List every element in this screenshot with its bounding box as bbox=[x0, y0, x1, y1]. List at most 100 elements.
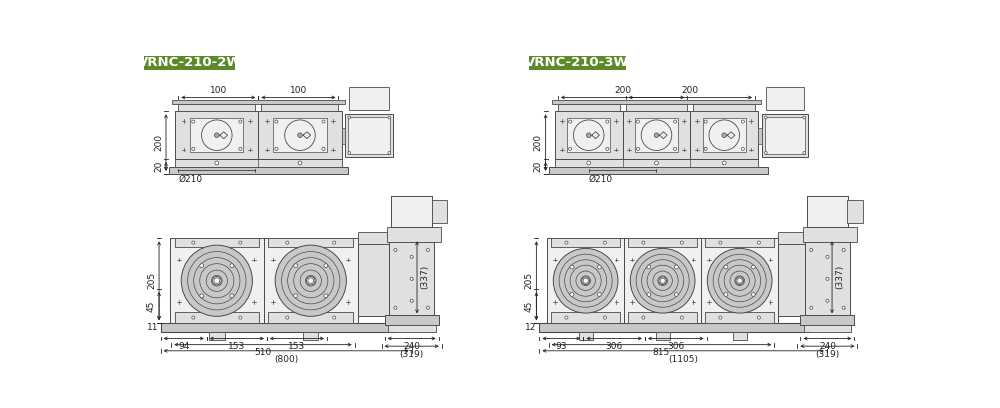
Bar bbox=[766, 86, 804, 110]
Bar bbox=[626, 104, 687, 111]
Text: 815: 815 bbox=[653, 348, 670, 357]
Circle shape bbox=[333, 241, 336, 244]
Circle shape bbox=[275, 147, 278, 151]
Bar bbox=[551, 238, 620, 247]
Circle shape bbox=[192, 147, 195, 151]
Text: 240: 240 bbox=[819, 342, 836, 351]
Bar bbox=[264, 238, 358, 323]
Bar bbox=[800, 315, 854, 325]
Circle shape bbox=[741, 120, 744, 123]
Text: 20: 20 bbox=[154, 161, 163, 172]
Circle shape bbox=[826, 255, 829, 258]
Bar bbox=[169, 167, 348, 174]
Circle shape bbox=[606, 147, 609, 151]
FancyBboxPatch shape bbox=[144, 56, 235, 70]
Circle shape bbox=[709, 120, 740, 151]
Circle shape bbox=[680, 241, 683, 244]
Circle shape bbox=[286, 241, 289, 244]
Circle shape bbox=[294, 294, 298, 298]
Circle shape bbox=[583, 278, 588, 283]
Bar bbox=[567, 118, 610, 152]
Circle shape bbox=[826, 277, 829, 280]
Text: 93: 93 bbox=[556, 342, 567, 351]
Bar bbox=[693, 104, 755, 111]
Circle shape bbox=[764, 116, 767, 119]
Text: (319): (319) bbox=[400, 350, 424, 359]
Circle shape bbox=[751, 265, 755, 269]
Circle shape bbox=[388, 116, 391, 119]
Circle shape bbox=[803, 151, 806, 154]
Circle shape bbox=[394, 306, 397, 309]
Circle shape bbox=[757, 316, 760, 319]
Bar bbox=[765, 117, 805, 154]
Bar bbox=[175, 111, 258, 159]
Bar bbox=[628, 238, 697, 247]
Bar bbox=[807, 196, 848, 227]
Circle shape bbox=[333, 316, 336, 319]
Bar bbox=[555, 159, 758, 167]
Circle shape bbox=[722, 133, 727, 137]
Bar bbox=[348, 117, 390, 154]
Circle shape bbox=[826, 299, 829, 302]
Bar bbox=[549, 167, 768, 174]
Circle shape bbox=[597, 265, 601, 269]
Circle shape bbox=[324, 294, 328, 298]
Circle shape bbox=[707, 248, 772, 313]
Text: Ø210: Ø210 bbox=[178, 175, 202, 184]
Circle shape bbox=[737, 278, 742, 283]
Circle shape bbox=[215, 161, 219, 165]
Text: 200: 200 bbox=[614, 86, 631, 95]
Circle shape bbox=[647, 293, 651, 296]
Circle shape bbox=[322, 120, 325, 123]
Circle shape bbox=[294, 264, 298, 268]
Text: (1105): (1105) bbox=[668, 355, 698, 364]
Bar bbox=[385, 315, 439, 325]
Text: 200: 200 bbox=[682, 86, 699, 95]
Circle shape bbox=[192, 241, 195, 244]
Circle shape bbox=[741, 147, 744, 151]
Bar bbox=[701, 238, 778, 323]
Circle shape bbox=[410, 255, 413, 258]
Circle shape bbox=[636, 120, 639, 123]
Bar bbox=[703, 118, 746, 152]
Text: 205: 205 bbox=[524, 272, 533, 289]
Circle shape bbox=[674, 293, 678, 296]
Bar bbox=[778, 232, 809, 244]
Circle shape bbox=[286, 316, 289, 319]
Circle shape bbox=[230, 294, 234, 298]
Circle shape bbox=[388, 151, 391, 154]
Bar bbox=[349, 86, 389, 110]
Circle shape bbox=[298, 133, 302, 137]
Circle shape bbox=[200, 264, 204, 268]
Bar bbox=[628, 312, 697, 323]
Bar bbox=[733, 333, 747, 340]
Text: 20: 20 bbox=[534, 161, 543, 172]
Circle shape bbox=[410, 299, 413, 302]
Bar bbox=[623, 111, 690, 159]
Circle shape bbox=[842, 248, 845, 251]
Circle shape bbox=[719, 316, 722, 319]
Circle shape bbox=[213, 277, 221, 285]
Bar bbox=[690, 111, 758, 159]
Text: 12: 12 bbox=[525, 323, 536, 332]
Circle shape bbox=[642, 241, 645, 244]
Bar bbox=[758, 128, 762, 144]
Circle shape bbox=[606, 120, 609, 123]
Text: 205: 205 bbox=[147, 272, 156, 289]
Circle shape bbox=[308, 278, 314, 284]
Text: VRNC-210-2W: VRNC-210-2W bbox=[138, 56, 242, 69]
Circle shape bbox=[582, 277, 590, 285]
Circle shape bbox=[192, 120, 195, 123]
Bar bbox=[551, 312, 620, 323]
Circle shape bbox=[757, 241, 760, 244]
Bar bbox=[172, 100, 345, 104]
Bar bbox=[178, 104, 255, 111]
Text: 306: 306 bbox=[667, 342, 684, 351]
Bar bbox=[268, 312, 353, 323]
Circle shape bbox=[239, 120, 242, 123]
Circle shape bbox=[704, 147, 707, 151]
Bar bbox=[624, 238, 701, 323]
Circle shape bbox=[285, 120, 315, 151]
Circle shape bbox=[659, 277, 667, 285]
Bar bbox=[190, 118, 243, 152]
